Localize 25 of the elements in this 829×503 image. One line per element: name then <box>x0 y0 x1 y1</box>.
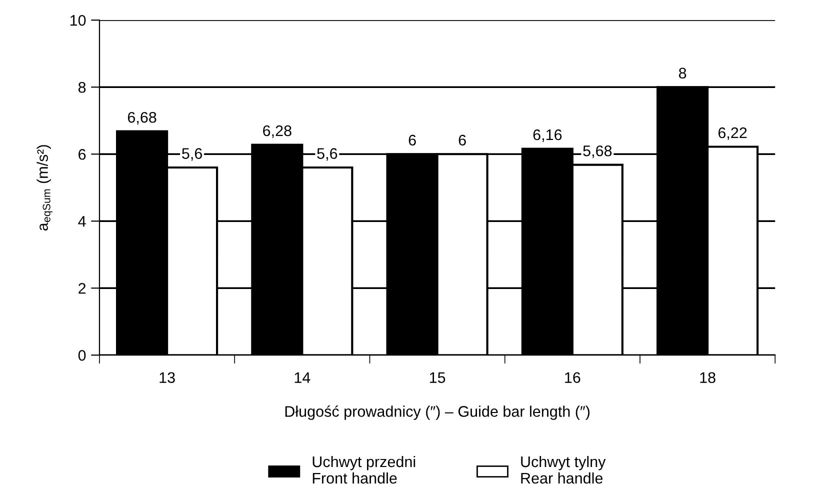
data-label: 6,22 <box>718 127 747 140</box>
x-axis-title: Długość prowadnicy (″) – Guide bar length (″) <box>285 405 590 420</box>
y-tick-label: 8 <box>78 82 86 93</box>
x-tick-label: 18 <box>700 372 716 384</box>
data-label: 6,68 <box>128 112 156 125</box>
data-label: 5,68 <box>583 145 612 158</box>
data-label: 5,6 <box>182 148 202 161</box>
data-label: 6 <box>458 134 466 146</box>
x-tick-label: 15 <box>430 372 446 384</box>
y-tick-label: 0 <box>78 350 86 361</box>
y-tick-label: 6 <box>78 148 86 160</box>
legend-label: Uchwyt przedni Front handle <box>312 456 416 484</box>
data-label: 6,28 <box>263 125 292 138</box>
data-label: 8 <box>678 68 686 79</box>
x-tick-label: 14 <box>294 372 310 383</box>
x-tick-label: 13 <box>160 372 175 384</box>
y-tick-label: 10 <box>70 14 86 26</box>
legend-label: Uchwyt tylny Rear handle <box>521 456 606 484</box>
y-tick-label: 4 <box>78 216 86 227</box>
x-tick-label: 16 <box>565 372 580 384</box>
data-label: 6 <box>408 134 416 146</box>
data-label: 6,16 <box>533 129 562 142</box>
y-axis-title: a$_{eqSum}$ (m/s²) <box>36 145 52 231</box>
y-tick-label: 2 <box>78 282 86 294</box>
data-label: 5,6 <box>317 148 338 161</box>
